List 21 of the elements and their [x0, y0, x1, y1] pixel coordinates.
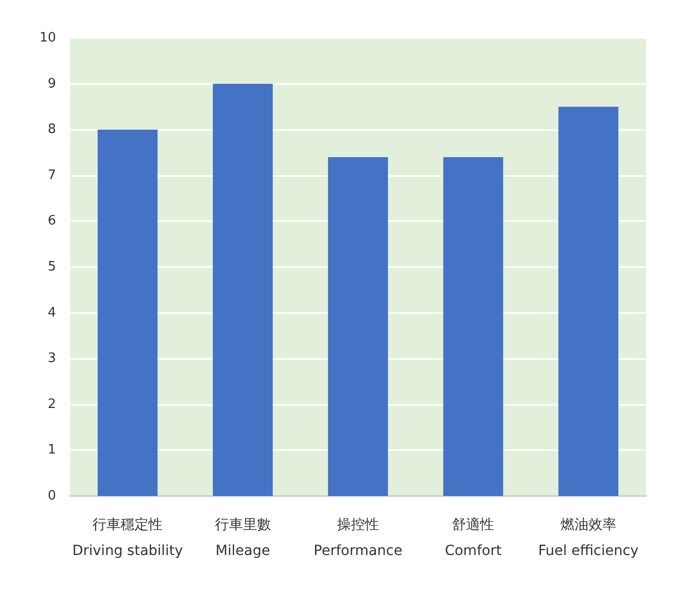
y-tick-label: 3	[48, 351, 56, 366]
y-tick-label: 7	[48, 168, 56, 183]
y-tick-label: 2	[48, 396, 56, 412]
x-tick-label: 行車穩定性 Driving stability	[72, 517, 183, 559]
y-tick-label: 4	[48, 305, 56, 320]
y-tick-label: 1	[48, 442, 56, 458]
bar	[328, 157, 388, 496]
y-tick-label: 9	[48, 76, 56, 92]
x-tick-label: 燃油效率 Fuel efficiency	[538, 517, 639, 559]
bar	[212, 84, 273, 496]
bar	[558, 106, 618, 496]
y-tick-label: 8	[48, 122, 56, 138]
y-tick-label: 5	[48, 260, 56, 274]
bar	[98, 130, 158, 496]
x-tick-label: 行車里數 Mileage	[214, 517, 271, 559]
x-tick-label: 舒適性 Comfort	[444, 517, 502, 559]
x-tick-label: 操控性 Performance	[314, 517, 402, 559]
y-tick-label: 10	[39, 30, 56, 46]
bar	[443, 157, 504, 496]
y-tick-label: 0	[48, 488, 56, 504]
y-tick-label: 6	[48, 214, 56, 229]
